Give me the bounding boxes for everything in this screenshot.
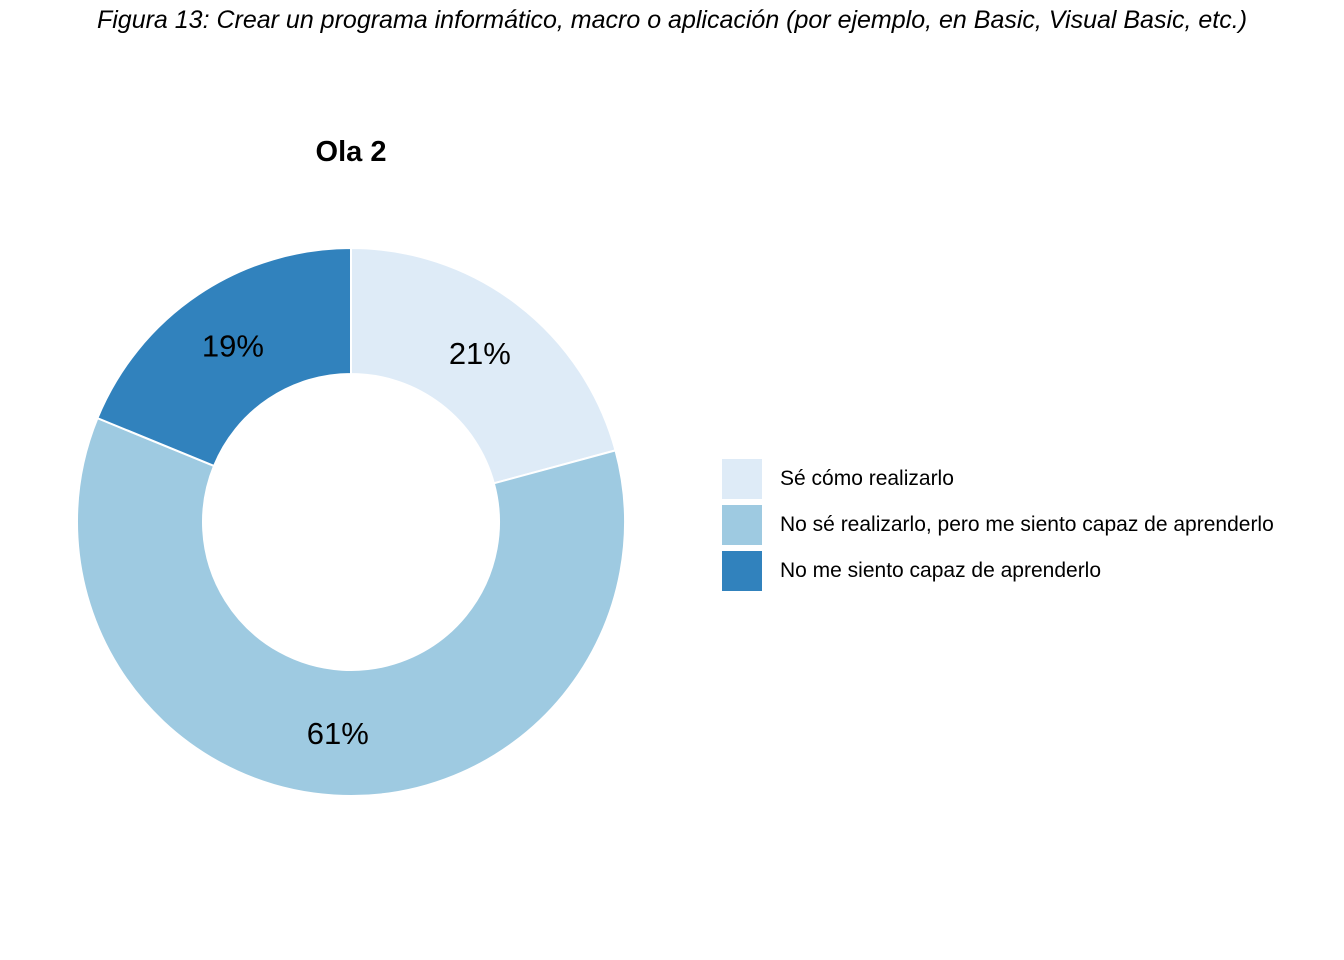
legend-label-no-capaz: No me siento capaz de aprenderlo [780, 559, 1102, 582]
donut-slice-capaz-aprender [76, 416, 626, 797]
legend: Sé cómo realizarlo No sé realizarlo, per… [722, 456, 1274, 594]
legend-swatch-capaz-aprender [722, 505, 762, 545]
legend-item-capaz-aprender: No sé realizarlo, pero me siento capaz d… [722, 502, 1274, 548]
legend-item-no-capaz: No me siento capaz de aprenderlo [722, 548, 1274, 594]
donut-slice-se-como [350, 246, 617, 485]
chart-title: Ola 2 [315, 136, 387, 168]
legend-item-se-como: Sé cómo realizarlo [722, 456, 1274, 502]
slice-label-se-como: 21% [449, 336, 511, 371]
slice-label-capaz-aprender: 61% [307, 716, 369, 751]
legend-label-capaz-aprender: No sé realizarlo, pero me siento capaz d… [780, 513, 1274, 536]
figure-caption: Figura 13: Crear un programa informático… [96, 6, 1248, 34]
legend-swatch-se-como [722, 459, 762, 499]
legend-swatch-no-capaz [722, 551, 762, 591]
donut-slice-no-capaz [96, 246, 352, 468]
slice-label-no-capaz: 19% [202, 328, 264, 363]
legend-label-se-como: Sé cómo realizarlo [780, 467, 954, 490]
